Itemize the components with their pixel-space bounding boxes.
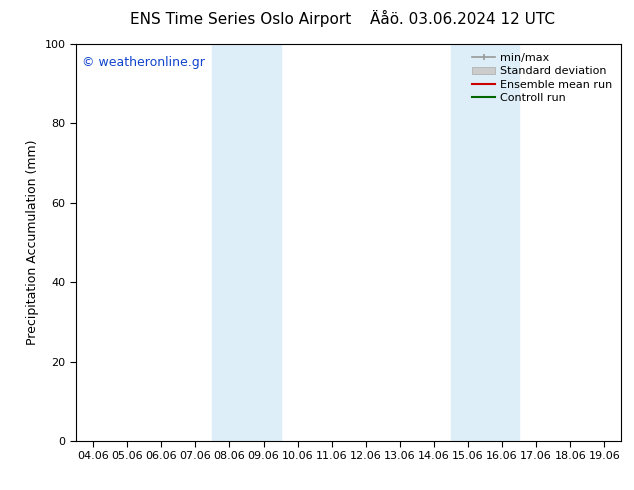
Bar (212, 44, 280, 441)
Text: © weatheronline.gr: © weatheronline.gr (82, 56, 204, 69)
Bar (451, 44, 519, 441)
Text: Äåö. 03.06.2024 12 UTC: Äåö. 03.06.2024 12 UTC (370, 12, 555, 27)
Y-axis label: Precipitation Accumulation (mm): Precipitation Accumulation (mm) (26, 140, 39, 345)
Legend: min/max, Standard deviation, Ensemble mean run, Controll run: min/max, Standard deviation, Ensemble me… (469, 49, 616, 106)
Text: ENS Time Series Oslo Airport: ENS Time Series Oslo Airport (131, 12, 351, 27)
